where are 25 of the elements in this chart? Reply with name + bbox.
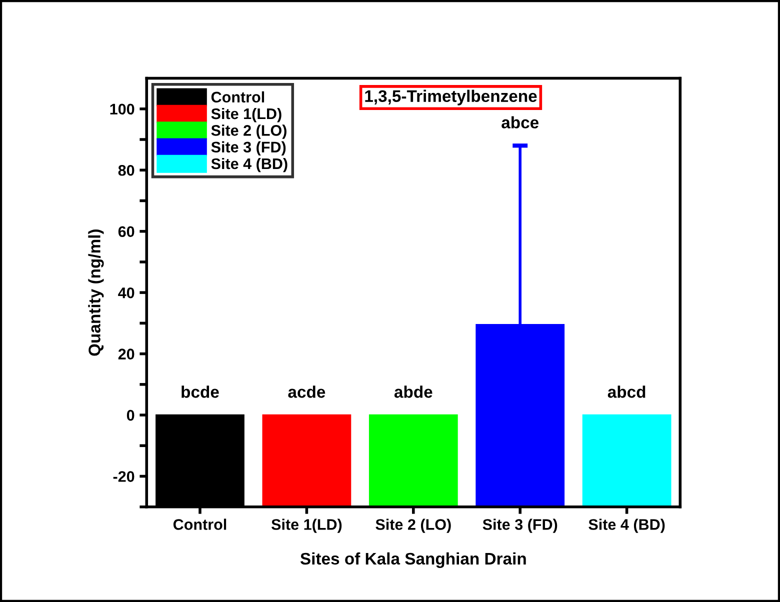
legend-label: Site 1(LD) bbox=[211, 108, 282, 122]
x-tick-label: Site 1(LD) bbox=[271, 518, 342, 533]
y-tick-label: 100 bbox=[110, 104, 134, 115]
annotation: abce bbox=[502, 116, 539, 128]
x-tick-label: Site 4 (BD) bbox=[588, 518, 665, 533]
legend-label: Site 2 (LO) bbox=[211, 124, 286, 139]
legend-label: Site 3 (FD) bbox=[211, 141, 286, 156]
x-tick-label: Control bbox=[173, 518, 226, 530]
annotation: acde bbox=[288, 386, 326, 398]
x-tick-label: Site 2 (LO) bbox=[376, 518, 451, 533]
y-tick-label: 40 bbox=[118, 287, 134, 298]
text: 1,3,5-Trimetylbenzene bbox=[365, 90, 537, 106]
y-tick-label: -20 bbox=[113, 471, 134, 482]
annotation: abcd bbox=[608, 386, 646, 398]
legend-label: Control bbox=[211, 91, 264, 103]
y-tick-label: 0 bbox=[126, 410, 134, 421]
y-tick-label: 60 bbox=[118, 226, 134, 238]
y-axis-title: Quantity (ng/ml) bbox=[88, 230, 104, 356]
annotation: bcde bbox=[182, 386, 219, 398]
x-axis-title: Sites of Kala Sanghian Drain bbox=[300, 552, 526, 568]
y-tick-label: 80 bbox=[118, 164, 134, 176]
annotation: abde bbox=[394, 386, 432, 398]
y-tick-label: 20 bbox=[118, 348, 134, 360]
x-tick-label: Site 3 (FD) bbox=[482, 518, 558, 533]
legend-label: Site 4 (BD) bbox=[211, 158, 288, 172]
